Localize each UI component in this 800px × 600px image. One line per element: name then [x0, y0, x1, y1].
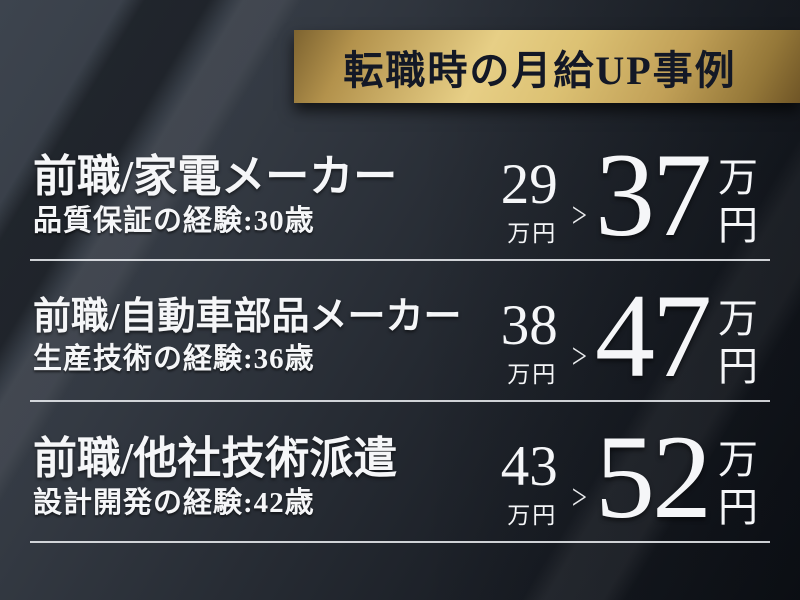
- after-salary-unit: 万 円: [718, 295, 758, 389]
- salary-example-row: 前職/家電メーカー 品質保証の経験:30歳 29 万円 > 37 万 円: [30, 120, 770, 261]
- salary-change: 29 万円 > 37 万 円: [500, 127, 758, 261]
- after-salary-unit-top: 万: [718, 155, 758, 201]
- job-info: 前職/他社技術派遣 設計開発の経験:42歳: [33, 434, 397, 520]
- job-info: 前職/自動車部品メーカー 生産技術の経験:36歳: [33, 296, 462, 375]
- before-salary-value: 43: [500, 435, 558, 499]
- after-salary-unit-bottom: 円: [718, 484, 758, 530]
- before-salary-unit: 万円: [507, 361, 558, 387]
- arrow-right-icon: >: [571, 476, 587, 518]
- page-title: 転職時の月給UP事例: [343, 47, 737, 93]
- previous-job-title: 前職/自動車部品メーカー: [33, 295, 462, 338]
- salary-change: 43 万円 > 52 万 円: [500, 409, 758, 543]
- salary-change: 38 万円 > 47 万 円: [500, 268, 758, 402]
- previous-job-title: 前職/家電メーカー: [33, 151, 398, 201]
- arrow-right-icon: >: [571, 194, 587, 236]
- before-salary-unit: 万円: [507, 502, 558, 528]
- experience-subtitle: 設計開発の経験:42歳: [33, 486, 315, 519]
- after-salary-value: 47: [595, 268, 712, 402]
- after-salary-unit-bottom: 円: [718, 202, 758, 248]
- after-salary-unit-top: 万: [718, 437, 758, 483]
- before-salary-value: 38: [500, 294, 558, 358]
- arrow-right-icon: >: [571, 335, 587, 377]
- after-salary-value: 52: [595, 409, 712, 543]
- title-banner: 転職時の月給UP事例: [294, 30, 800, 103]
- job-info: 前職/家電メーカー 品質保証の経験:30歳: [33, 152, 397, 238]
- before-salary: 43 万円: [500, 435, 558, 529]
- before-salary-unit: 万円: [507, 220, 558, 246]
- after-salary-value: 37: [595, 127, 712, 261]
- after-salary-unit-top: 万: [718, 296, 758, 342]
- before-salary-value: 29: [500, 153, 558, 217]
- experience-subtitle: 生産技術の経験:36歳: [33, 342, 315, 375]
- after-salary-unit-bottom: 円: [718, 343, 758, 389]
- after-salary-unit: 万 円: [718, 154, 758, 248]
- before-salary: 29 万円: [500, 153, 558, 247]
- salary-examples-list: 前職/家電メーカー 品質保証の経験:30歳 29 万円 > 37 万 円 前職/…: [30, 120, 770, 543]
- experience-subtitle: 品質保証の経験:30歳: [33, 204, 315, 237]
- salary-example-row: 前職/他社技術派遣 設計開発の経験:42歳 43 万円 > 52 万 円: [30, 402, 770, 543]
- after-salary-unit: 万 円: [718, 436, 758, 530]
- salary-example-row: 前職/自動車部品メーカー 生産技術の経験:36歳 38 万円 > 47 万 円: [30, 261, 770, 402]
- before-salary: 38 万円: [500, 294, 558, 388]
- previous-job-title: 前職/他社技術派遣: [33, 433, 398, 483]
